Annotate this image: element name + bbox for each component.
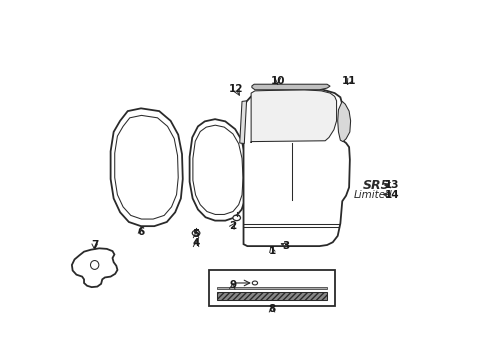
Text: 7: 7 [91,240,98,250]
Text: 1: 1 [269,246,276,256]
Polygon shape [72,248,118,287]
Polygon shape [252,84,330,90]
Text: 6: 6 [137,227,145,237]
Text: 5: 5 [193,229,200,239]
Polygon shape [244,89,350,246]
Bar [209,270,335,306]
Polygon shape [338,102,351,141]
Text: 10: 10 [270,76,285,86]
Circle shape [233,215,241,221]
Text: 13: 13 [384,180,399,190]
Polygon shape [251,90,337,143]
Circle shape [192,230,200,236]
Text: 4: 4 [193,238,200,248]
Text: Limited: Limited [354,190,393,200]
Text: 9: 9 [229,280,237,290]
Text: 11: 11 [342,76,356,86]
Text: SR5: SR5 [363,179,390,192]
Text: 2: 2 [229,221,237,231]
Circle shape [252,281,258,285]
Text: 12: 12 [229,84,243,94]
Bar [217,287,327,289]
Ellipse shape [91,261,99,269]
Bar [217,292,327,300]
Text: 8: 8 [269,304,276,314]
Text: 3: 3 [282,240,290,251]
Polygon shape [240,101,246,144]
Text: 14: 14 [384,190,399,200]
